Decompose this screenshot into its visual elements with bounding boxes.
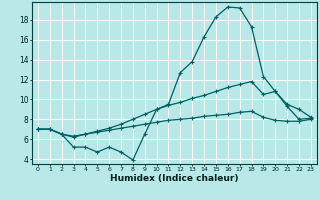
X-axis label: Humidex (Indice chaleur): Humidex (Indice chaleur): [110, 174, 239, 183]
